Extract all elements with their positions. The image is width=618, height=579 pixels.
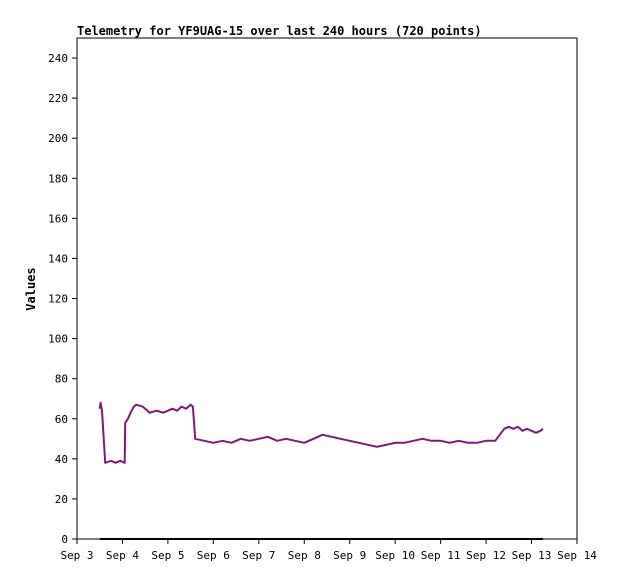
chart-title: Telemetry for YF9UAG-15 over last 240 ho… <box>77 24 482 38</box>
x-axis: Sep 3 Sep 4 Sep 5 Sep 6 Sep 7 Sep 8 Sep 9 Sep 1… <box>60 539 597 562</box>
x-tick-label: Sep 9 <box>333 549 366 562</box>
x-tick-label: Sep 4 <box>106 549 139 562</box>
y-tick-label: 200 <box>48 132 68 145</box>
y-tick-label: 20 <box>55 493 68 506</box>
x-tick-label: Sep 13 <box>512 549 552 562</box>
x-tick-label: Sep 3 <box>60 549 93 562</box>
x-tick-label: Sep 7 <box>242 549 275 562</box>
y-axis-label: Values <box>24 267 38 310</box>
series-line-telemetry <box>98 401 544 464</box>
x-tick-label: Sep 6 <box>197 549 230 562</box>
x-tick-label: Sep 10 <box>375 549 415 562</box>
y-tick-label: 120 <box>48 293 68 306</box>
series-layer <box>98 401 544 540</box>
y-axis: 0 20 40 60 80 100 120 140 160 180 200 220 240 <box>48 52 77 546</box>
y-tick-label: 220 <box>48 92 68 105</box>
y-tick-label: 40 <box>55 453 68 466</box>
x-tick-label: Sep 11 <box>421 549 461 562</box>
plot-frame <box>76 37 578 540</box>
y-tick-label: 240 <box>48 52 68 65</box>
x-tick-label: Sep 5 <box>151 549 184 562</box>
y-tick-label: 160 <box>48 212 68 225</box>
x-tick-label: Sep 12 <box>466 549 506 562</box>
y-tick-label: 180 <box>48 172 68 185</box>
y-tick-label: 80 <box>55 373 68 386</box>
x-tick-label: Sep 8 <box>288 549 321 562</box>
y-tick-label: 60 <box>55 413 68 426</box>
x-tick-label: Sep 14 <box>557 549 597 562</box>
y-tick-label: 100 <box>48 333 68 346</box>
y-tick-label: 0 <box>61 533 68 546</box>
y-tick-label: 140 <box>48 252 68 265</box>
